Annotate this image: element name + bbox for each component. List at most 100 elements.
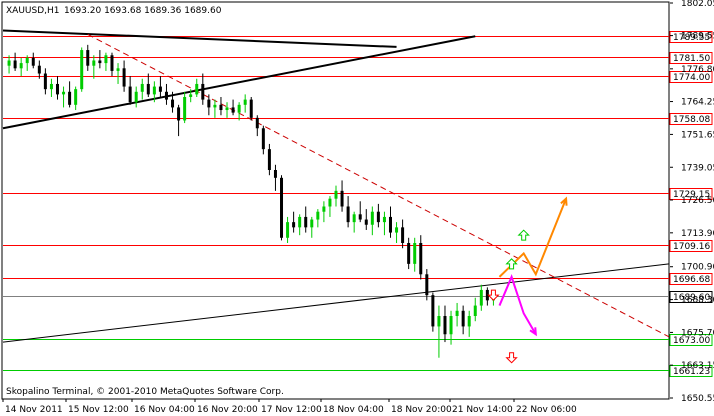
candle-body — [267, 149, 271, 170]
candle-body — [413, 242, 417, 264]
candle-body — [25, 57, 29, 64]
scenario-arrowhead-down — [529, 327, 537, 337]
candle-body — [213, 104, 217, 108]
candle-body — [116, 68, 120, 71]
trendline — [2, 263, 670, 343]
candle-body — [352, 214, 356, 223]
candle-body — [225, 107, 229, 111]
symbol-label: XAUUSD,H1 — [6, 6, 60, 16]
candle-body — [340, 190, 344, 207]
candle-body — [273, 169, 277, 178]
candle-body — [316, 211, 320, 220]
candle-body — [280, 177, 284, 238]
candle-body — [249, 99, 253, 118]
level-tag-label: 1661.23 — [673, 367, 710, 377]
candle-body — [55, 83, 59, 95]
candle-body — [455, 310, 459, 317]
x-tick-label: 22 Nov 06:00 — [516, 405, 577, 415]
candle-body — [376, 211, 380, 223]
y-tick-label: 1751.65 — [681, 130, 714, 140]
level-tag — [669, 334, 713, 346]
level-tag — [669, 273, 713, 285]
candle-body — [158, 86, 162, 92]
y-tick-label: 1675.70 — [681, 328, 714, 338]
candle-body — [328, 198, 332, 207]
candle-body — [322, 206, 326, 212]
candles — [7, 44, 495, 358]
level-tag — [669, 240, 713, 252]
candle-body — [177, 107, 181, 121]
candle-body — [243, 99, 247, 105]
y-tick-label: 1713.90 — [681, 229, 714, 239]
candle-body — [92, 60, 96, 66]
level-tag-label: 1774.00 — [673, 73, 710, 83]
candle-body — [195, 83, 199, 95]
y-tick-label: 1764.25 — [681, 98, 714, 108]
x-tick-label: 16 Nov 04:00 — [134, 405, 195, 415]
level-tag — [669, 71, 713, 83]
candle-body — [298, 216, 302, 228]
y-axis: 1789.55 1781.50 1774.00 1758.08 1729.15 1709.… — [669, 0, 714, 404]
level-tag-label: 1696.68 — [673, 275, 710, 285]
candle-body — [485, 289, 489, 301]
candle-body — [310, 219, 314, 228]
candle-body — [358, 214, 362, 220]
candle-body — [13, 60, 17, 69]
signal-arrow-up — [517, 229, 530, 241]
trendline — [2, 29, 397, 48]
ohlc-readout: 1693.20 1693.68 1689.36 1689.60 — [64, 6, 222, 16]
candle-body — [467, 316, 471, 327]
y-tick-label: 1739.05 — [681, 163, 714, 173]
candle-body — [128, 86, 132, 103]
candle-body — [171, 99, 175, 108]
candle-body — [104, 55, 108, 64]
level-tag-label: 1758.08 — [673, 115, 710, 125]
candle-body — [479, 289, 483, 306]
level-tag-label: 1673.00 — [673, 336, 710, 346]
candle-body — [292, 222, 296, 228]
candle-body — [437, 316, 441, 327]
y-tick-label: 1776.80 — [681, 65, 714, 75]
candle-body — [407, 242, 411, 264]
candle-body — [110, 55, 114, 71]
price-levels — [3, 36, 669, 371]
candle-body — [395, 227, 399, 233]
signal-arrow-up — [505, 258, 518, 270]
y-tick-label: 1700.90 — [681, 263, 714, 273]
candle-body — [231, 107, 235, 113]
scenario-paths — [487, 196, 568, 364]
candle-body — [219, 104, 223, 111]
candle-body — [152, 86, 156, 95]
y-tick-label: 1789.55 — [681, 32, 714, 42]
x-tick-label: 16 Nov 20:00 — [197, 405, 258, 415]
level-tag-label: 1781.50 — [673, 54, 710, 64]
level-tag — [669, 188, 713, 200]
y-tick-label: 1802.05 — [681, 0, 714, 9]
candle-body — [286, 222, 290, 238]
candle-body — [31, 57, 35, 66]
scenario-arrowhead-up — [560, 196, 568, 206]
current-price-tag — [669, 291, 713, 303]
candle-body — [443, 316, 447, 335]
level-tag — [669, 31, 713, 43]
candle-body — [164, 91, 168, 100]
candle-body — [346, 206, 350, 223]
x-tick-label: 14 Nov 2011 — [5, 405, 63, 415]
candle-body — [237, 104, 241, 113]
level-tag — [669, 52, 713, 64]
y-tick-label: 1726.50 — [681, 196, 714, 206]
x-tick-label: 17 Nov 12:00 — [261, 405, 322, 415]
candle-body — [19, 63, 23, 69]
candle-body — [382, 216, 386, 223]
candle-body — [80, 50, 84, 90]
x-tick-label: 21 Nov 14:00 — [452, 405, 513, 415]
y-tick-label: 1650.55 — [681, 394, 714, 404]
candle-body — [183, 96, 187, 121]
candle-body — [388, 216, 392, 233]
candle-body — [304, 216, 308, 228]
x-tick-label: 18 Nov 20:00 — [391, 405, 452, 415]
candle-body — [37, 65, 41, 74]
signal-arrow-down — [505, 352, 518, 364]
